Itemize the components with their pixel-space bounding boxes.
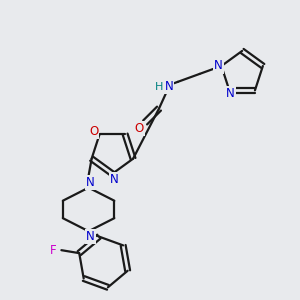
Text: N: N [164, 80, 173, 93]
Text: N: N [86, 176, 95, 189]
Text: O: O [89, 125, 98, 138]
Text: F: F [50, 244, 57, 257]
Text: N: N [110, 173, 119, 186]
Text: N: N [226, 87, 235, 100]
Text: O: O [135, 122, 144, 135]
Text: N: N [214, 59, 223, 73]
Text: H: H [155, 82, 163, 92]
Text: N: N [86, 230, 95, 243]
